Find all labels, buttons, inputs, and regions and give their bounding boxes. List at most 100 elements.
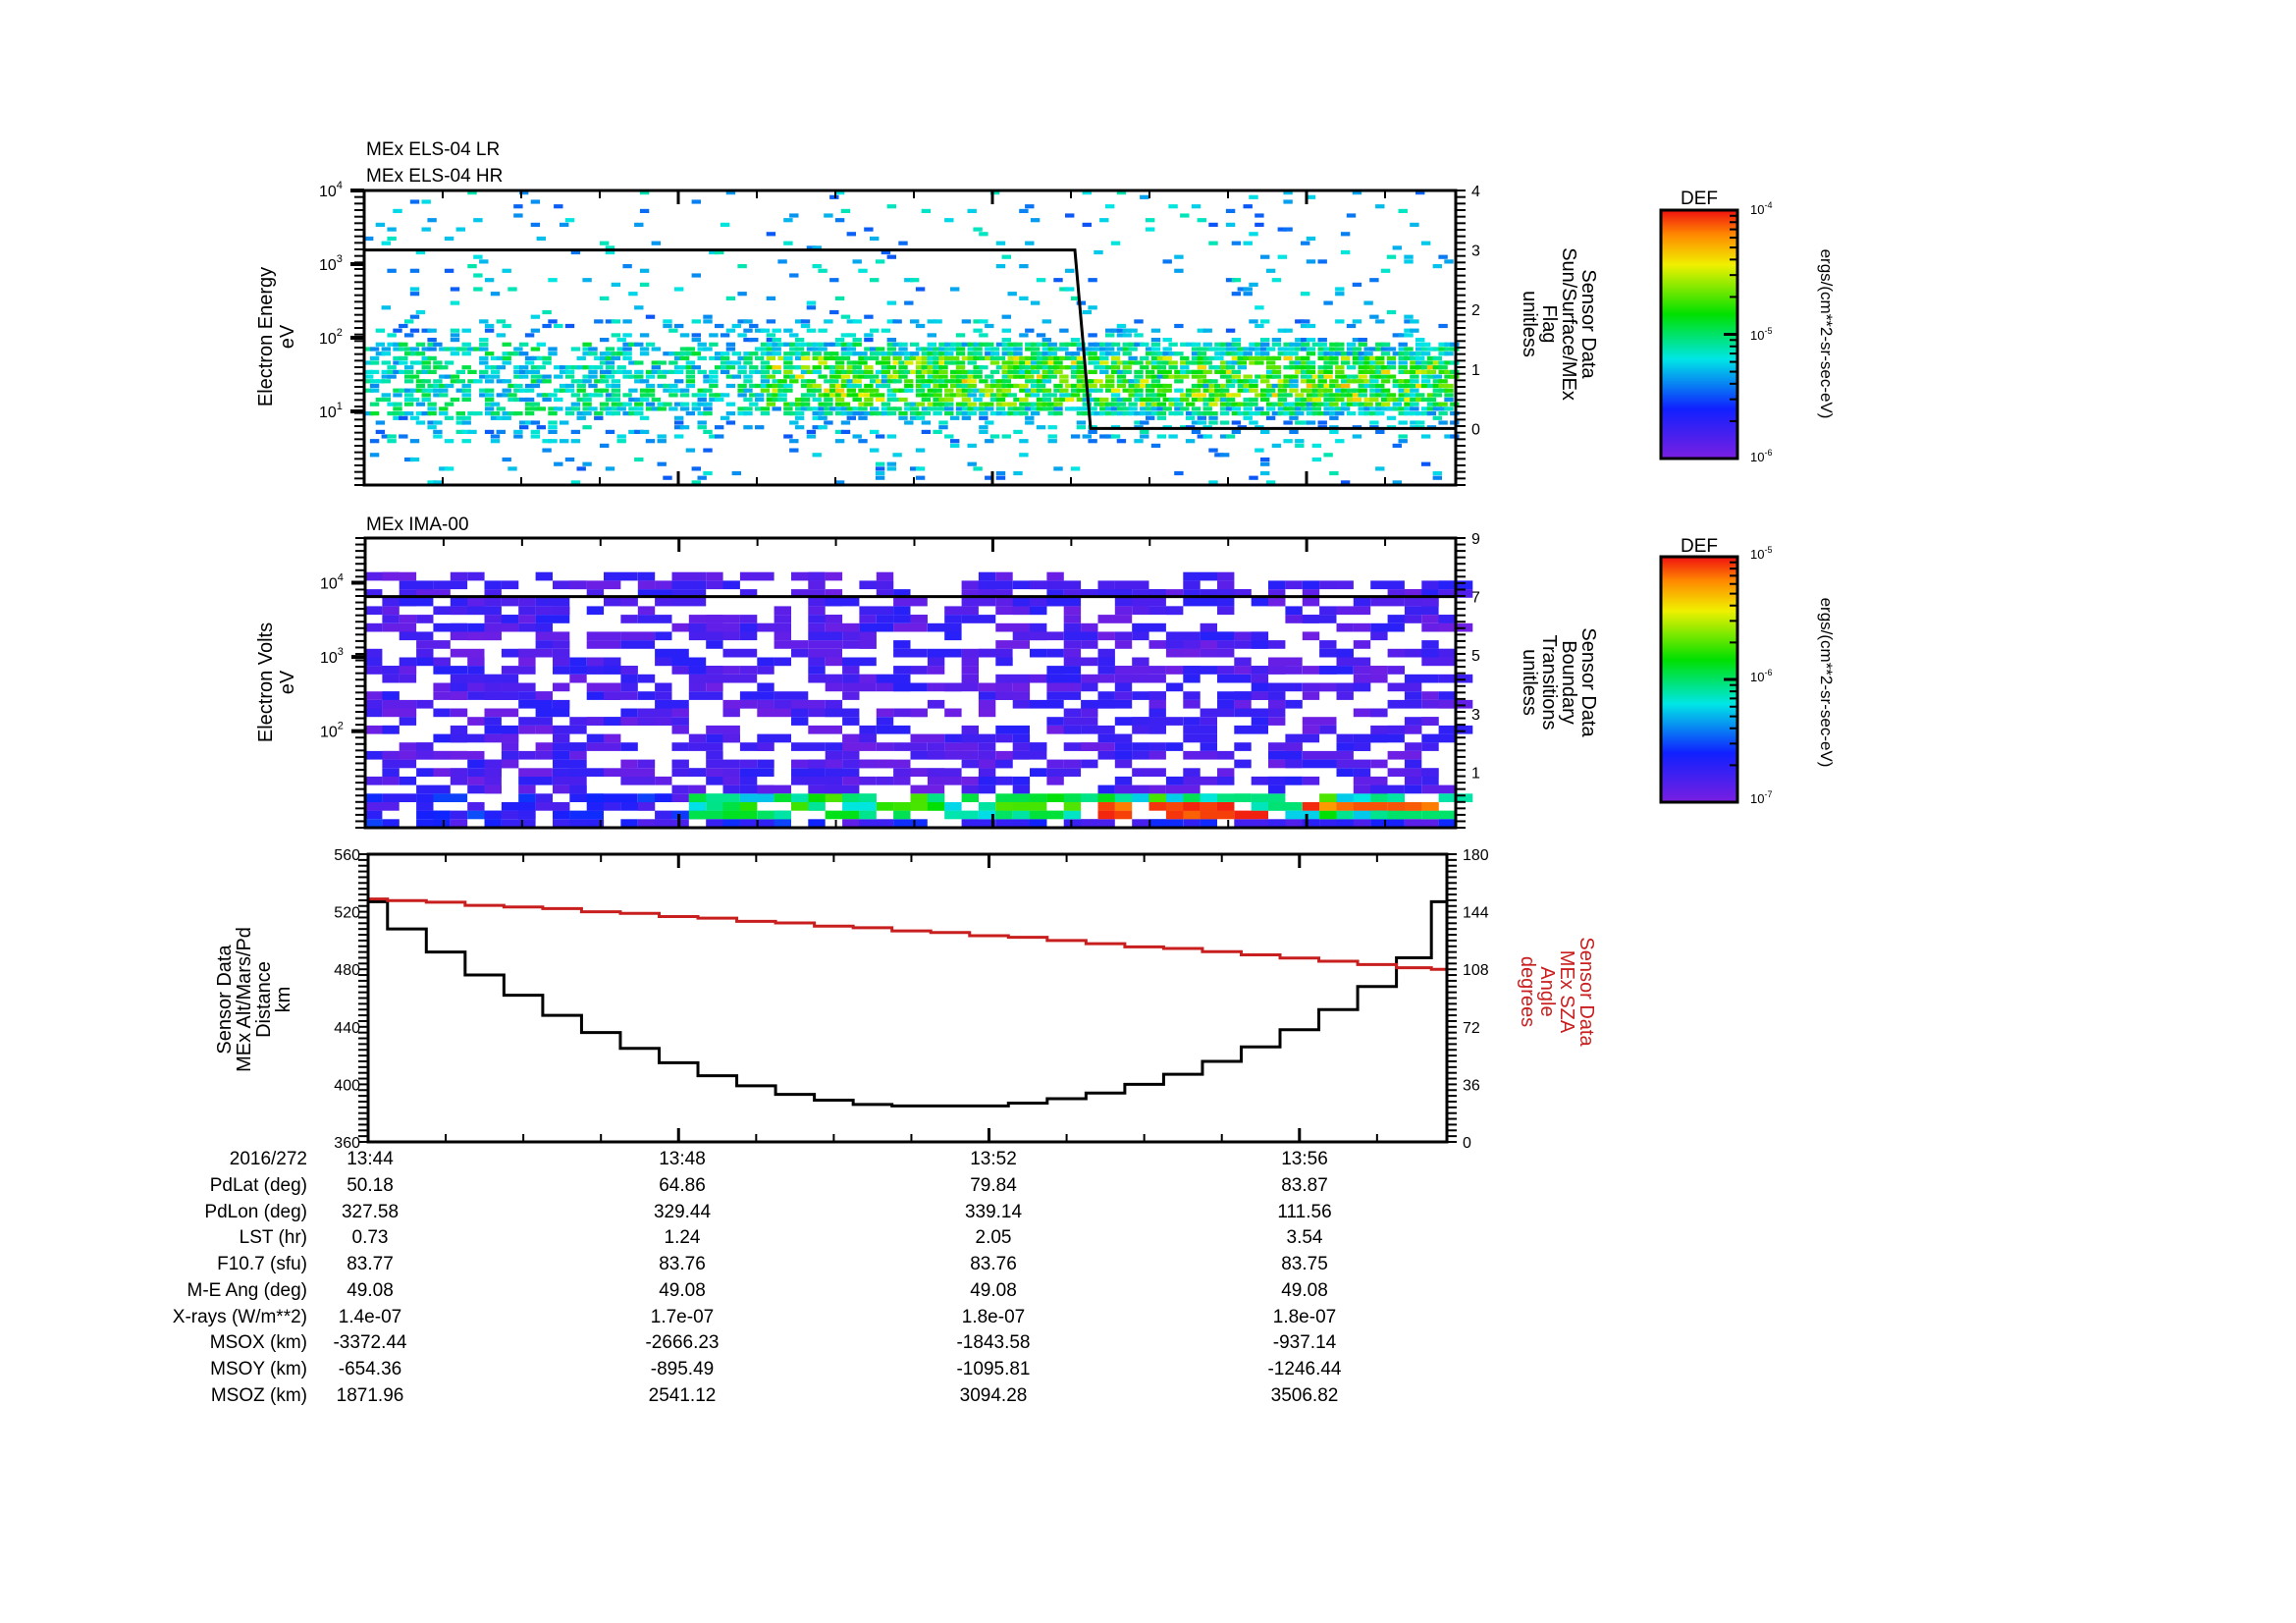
- svg-text:Sensor Data: Sensor Data: [1577, 269, 1599, 379]
- svg-text:MEx Alt/Mars/Pd: MEx Alt/Mars/Pd: [234, 927, 255, 1072]
- svg-text:9: 9: [1471, 531, 1480, 548]
- els-y2label: Sensor Data Sun/Surface/MEx Flag unitles…: [1519, 247, 1599, 401]
- svg-text:Boundary: Boundary: [1558, 640, 1579, 725]
- ephemeris-row-label: M-E Ang (deg): [187, 1279, 308, 1301]
- svg-text:440: 440: [334, 1020, 360, 1037]
- els-ylabel: Electron Energy eV: [255, 267, 298, 406]
- ephemeris-row-label: MSOX (km): [209, 1332, 307, 1354]
- svg-text:eV: eV: [277, 324, 298, 349]
- ima-ylabel: Electron Volts eV: [255, 622, 298, 742]
- els-axes: 101 102 103 104 0 1 2 3 4: [319, 180, 1480, 487]
- sza-line: [368, 897, 1447, 971]
- ima-colorbar-mid: 10-6: [1750, 668, 1772, 684]
- svg-text:560: 560: [334, 847, 360, 864]
- svg-text:104: 104: [320, 572, 344, 593]
- ephemeris-value: 1.4e-07: [338, 1306, 402, 1327]
- svg-text:Distance: Distance: [253, 961, 275, 1038]
- ephemeris-value: 64.86: [659, 1175, 706, 1196]
- svg-text:400: 400: [334, 1077, 360, 1094]
- ephemeris-row-label: X-rays (W/m**2): [172, 1306, 307, 1327]
- time-tick-label: 13:56: [1281, 1149, 1328, 1169]
- svg-text:4: 4: [1471, 184, 1480, 200]
- svg-text:108: 108: [1463, 962, 1489, 979]
- ephemeris-value: 49.08: [1281, 1279, 1328, 1301]
- svg-text:Electron Energy: Electron Energy: [255, 267, 277, 406]
- svg-text:Transitions: Transitions: [1538, 634, 1560, 730]
- ephemeris-value: 79.84: [970, 1175, 1017, 1196]
- svg-text:Angle: Angle: [1536, 966, 1558, 1016]
- svg-text:Electron Volts: Electron Volts: [255, 622, 277, 742]
- ephemeris-value: 2.05: [975, 1227, 1012, 1249]
- ephemeris-value: -2666.23: [645, 1332, 720, 1354]
- ephemeris-value: 2541.12: [648, 1384, 717, 1406]
- svg-text:0: 0: [1471, 421, 1480, 438]
- svg-text:Sun/Surface/MEx: Sun/Surface/MEx: [1558, 247, 1579, 401]
- ephemeris-value: -937.14: [1272, 1332, 1337, 1354]
- ephemeris-value: 1.8e-07: [1272, 1306, 1337, 1327]
- els-colorbar-units: ergs/(cm**2-sr-sec-eV): [1817, 249, 1836, 419]
- ephemeris-row-label: F10.7 (sfu): [217, 1254, 307, 1275]
- ephemeris-value: 83.75: [1281, 1254, 1328, 1275]
- orbit-line-panel: 360 400 440 480 520 560 0 36 72 108 144 180 Sensor …: [214, 847, 1597, 1152]
- altitude-line: [368, 899, 1447, 1108]
- els-colorbar: DEF 10-4 10-5 10-6 ergs/(cm**2-sr-sec-eV…: [1659, 189, 1836, 464]
- svg-text:unitless: unitless: [1519, 649, 1540, 716]
- svg-text:144: 144: [1463, 905, 1489, 922]
- time-tick-label: 13:52: [970, 1149, 1017, 1169]
- svg-text:Sensor Data: Sensor Data: [1577, 627, 1599, 737]
- ephemeris-value: 49.08: [659, 1279, 706, 1301]
- ephemeris-value: 49.08: [970, 1279, 1017, 1301]
- ephemeris-value: 83.76: [970, 1254, 1017, 1275]
- els-colorbar-title: DEF: [1681, 189, 1718, 209]
- els-heatmap-cells: [364, 190, 1460, 485]
- ephemeris-value: 327.58: [341, 1201, 400, 1222]
- svg-text:102: 102: [320, 721, 344, 741]
- svg-text:520: 520: [334, 905, 360, 922]
- ephemeris-row-label: MSOZ (km): [210, 1384, 307, 1406]
- svg-text:480: 480: [334, 962, 360, 979]
- svg-text:eV: eV: [277, 670, 298, 694]
- svg-text:unitless: unitless: [1519, 291, 1540, 357]
- orbit-y2label: Sensor Data MEx SZA Angle degrees: [1517, 937, 1597, 1047]
- svg-text:Sensor Data: Sensor Data: [1575, 937, 1597, 1047]
- ephemeris-value: 1871.96: [336, 1384, 404, 1406]
- ephemeris-value: 1.7e-07: [650, 1306, 715, 1327]
- els-colorbar-max: 10-4: [1750, 200, 1772, 217]
- ephemeris-value: -3372.44: [333, 1332, 407, 1354]
- svg-text:0: 0: [1463, 1135, 1471, 1152]
- svg-text:5: 5: [1471, 648, 1480, 665]
- ephemeris-value: 83.77: [347, 1254, 394, 1275]
- svg-text:3: 3: [1471, 707, 1480, 724]
- ephemeris-value: 83.87: [1281, 1175, 1328, 1196]
- svg-text:1: 1: [1471, 362, 1480, 379]
- orbit-axes: 360 400 440 480 520 560 0 36 72 108 144 180: [334, 847, 1489, 1152]
- els-title-hr: MEx ELS-04 HR: [366, 166, 503, 187]
- ephemeris-row-label: MSOY (km): [210, 1358, 307, 1380]
- ephemeris-value: -1843.58: [956, 1332, 1031, 1354]
- svg-text:Sensor Data: Sensor Data: [214, 945, 236, 1055]
- ephemeris-row-label: PdLat (deg): [209, 1175, 307, 1196]
- ima-colorbar: DEF 10-5 10-6 10-7 ergs/(cm**2-sr-sec-eV…: [1659, 536, 1836, 806]
- svg-text:Flag: Flag: [1538, 305, 1560, 344]
- ephemeris-value: 83.76: [659, 1254, 706, 1275]
- svg-text:3: 3: [1471, 243, 1480, 260]
- ephemeris-value: -895.49: [650, 1358, 715, 1380]
- date-label: 2016/272: [229, 1149, 307, 1169]
- els-title-lr: MEx ELS-04 LR: [366, 139, 500, 160]
- ephemeris-value: 50.18: [347, 1175, 394, 1196]
- svg-text:103: 103: [320, 646, 344, 667]
- ima-y2label: Sensor Data Boundary Transitions unitles…: [1519, 627, 1599, 737]
- ima-title: MEx IMA-00: [366, 514, 469, 535]
- svg-text:2: 2: [1471, 302, 1480, 319]
- ima-colorbar-units: ergs/(cm**2-sr-sec-eV): [1817, 598, 1836, 768]
- els-spectrogram-panel: MEx ELS-04 LR MEx ELS-04 HR 101102103104…: [255, 139, 1599, 487]
- ima-colorbar-min: 10-7: [1750, 789, 1772, 806]
- ephemeris-value: -1095.81: [956, 1358, 1031, 1380]
- svg-text:MEx SZA: MEx SZA: [1556, 950, 1577, 1034]
- ephemeris-value: 0.73: [351, 1227, 389, 1249]
- svg-text:7: 7: [1471, 590, 1480, 607]
- ephemeris-value: 339.14: [964, 1201, 1023, 1222]
- svg-text:360: 360: [334, 1135, 360, 1152]
- ephemeris-value: 111.56: [1277, 1201, 1332, 1222]
